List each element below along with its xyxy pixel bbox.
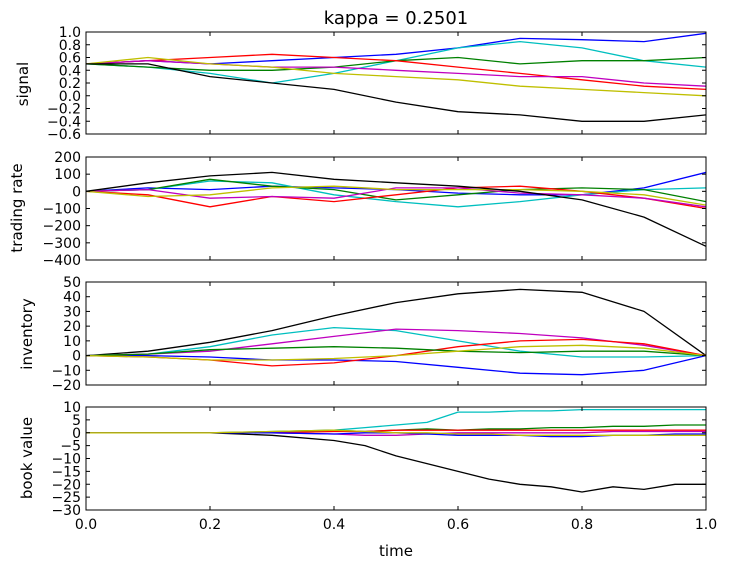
series-line-0 bbox=[86, 171, 706, 196]
y-tick-label: −10 bbox=[51, 363, 81, 379]
y-tick-label: −100 bbox=[43, 202, 81, 218]
y-tick-label: −0.2 bbox=[47, 102, 81, 118]
plot-frame bbox=[85, 406, 707, 511]
series-line-3 bbox=[86, 53, 706, 91]
y-tick-label: 5 bbox=[72, 413, 81, 429]
y-tick-label: 10 bbox=[63, 334, 81, 350]
y-tick-label: 0 bbox=[72, 349, 81, 365]
x-tick-label: 0.6 bbox=[447, 517, 469, 533]
y-tick-label: 30 bbox=[63, 304, 81, 320]
y-tick-label: −20 bbox=[51, 378, 81, 394]
y-tick-label: 100 bbox=[54, 167, 81, 183]
series-line-5 bbox=[86, 56, 706, 97]
series-line-2 bbox=[86, 178, 706, 203]
y-tick-label: 0.0 bbox=[59, 89, 81, 105]
y-tick-label: 0.6 bbox=[59, 51, 81, 67]
series-line-1 bbox=[86, 408, 706, 434]
y-tick-label: −300 bbox=[43, 236, 81, 252]
y-tick-label: −0.6 bbox=[47, 127, 81, 143]
series-line-5 bbox=[86, 346, 706, 357]
y-tick-label: 0.8 bbox=[59, 38, 81, 54]
series-line-3 bbox=[86, 185, 706, 210]
y-tick-label: 10 bbox=[63, 400, 81, 416]
series-line-6 bbox=[86, 63, 706, 122]
y-tick-label: −200 bbox=[43, 219, 81, 235]
y-tick-label: 0 bbox=[72, 184, 81, 200]
series-line-4 bbox=[86, 60, 706, 87]
y-tick-label: −15 bbox=[51, 464, 81, 480]
y-tick-label: 20 bbox=[63, 319, 81, 335]
y-axis-label: book value bbox=[18, 417, 36, 499]
y-axis-label: trading rate bbox=[8, 163, 26, 252]
y-tick-label: −0.4 bbox=[47, 114, 81, 130]
x-tick-label: 0.2 bbox=[199, 517, 221, 533]
x-tick-label: 0.8 bbox=[571, 517, 593, 533]
y-tick-label: 0.4 bbox=[59, 63, 81, 79]
series-group bbox=[86, 288, 706, 376]
y-tick-label: 200 bbox=[54, 150, 81, 166]
y-tick-label: −10 bbox=[51, 452, 81, 468]
series-line-6 bbox=[86, 429, 706, 436]
series-group bbox=[86, 408, 706, 493]
y-tick-label: −30 bbox=[51, 503, 81, 519]
y-tick-label: 0.2 bbox=[59, 76, 81, 92]
series-line-6 bbox=[86, 171, 706, 247]
y-tick-label: −400 bbox=[43, 253, 81, 269]
series-line-3 bbox=[86, 354, 706, 376]
series-line-5 bbox=[86, 185, 706, 206]
series-line-0 bbox=[86, 432, 706, 493]
y-tick-label: 40 bbox=[63, 290, 81, 306]
series-group bbox=[86, 171, 706, 247]
y-tick-label: −20 bbox=[51, 477, 81, 493]
y-tick-label: 0 bbox=[72, 426, 81, 442]
plot-frame bbox=[85, 281, 707, 386]
y-tick-label: 1.0 bbox=[59, 25, 81, 41]
series-line-0 bbox=[86, 288, 706, 357]
series-group bbox=[86, 32, 706, 122]
x-axis-label: time bbox=[379, 542, 413, 560]
y-tick-label: −25 bbox=[51, 490, 81, 506]
panel-book-value: book value time 1050−5−10−15−20−25−300.0… bbox=[18, 400, 717, 560]
series-line-1 bbox=[86, 326, 706, 358]
panel-signal: signal 1.00.80.60.40.20.0−0.2−0.4−0.6 bbox=[14, 25, 707, 143]
series-line-6 bbox=[86, 344, 706, 361]
y-tick-label: −5 bbox=[60, 439, 81, 455]
x-tick-label: 0.0 bbox=[75, 517, 97, 533]
y-axis-label: signal bbox=[14, 62, 32, 106]
y-tick-label: 50 bbox=[63, 275, 81, 291]
y-axis-label: inventory bbox=[18, 298, 36, 370]
figure-title: kappa = 0.2501 bbox=[324, 8, 469, 29]
x-tick-label: 0.4 bbox=[323, 517, 345, 533]
x-tick-label: 1.0 bbox=[695, 517, 717, 533]
